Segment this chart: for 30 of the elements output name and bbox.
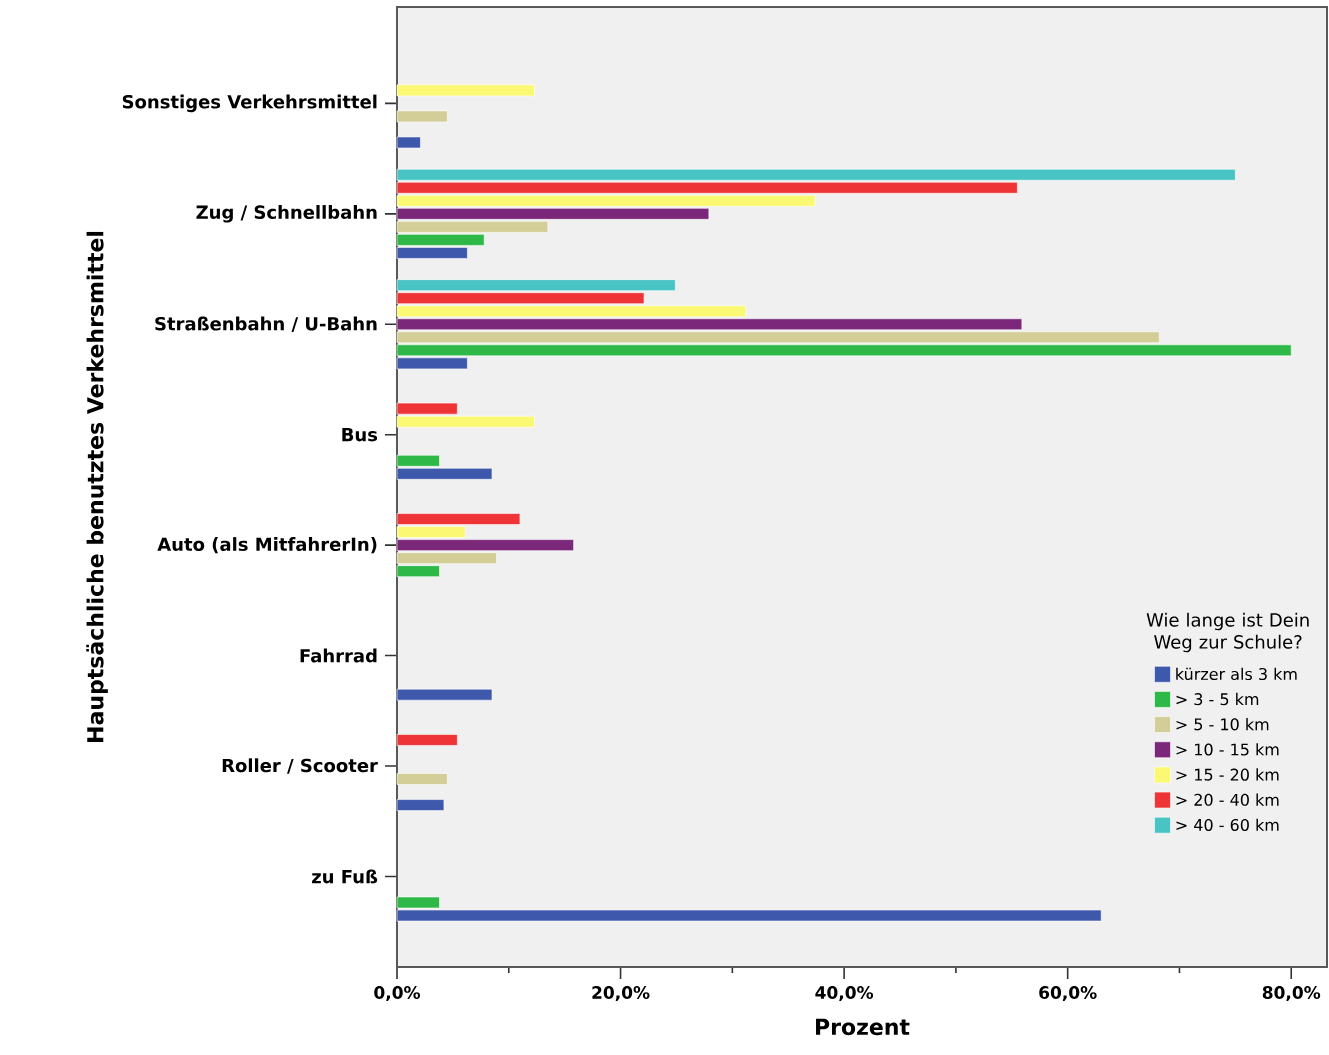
y-tick-label: Roller / Scooter [222,758,378,774]
y-tick-label: Fahrrad [300,648,377,663]
y-tick-label: Zug / Schnellbahn [196,205,377,223]
legend-label: > 3 - 5 km [1176,692,1259,706]
y-axis-title: Hauptsächliche benutztes Verkehrsmittel [86,231,108,742]
x-tick-label: 40,0% [815,986,874,1002]
legend-label: kürzer als 3 km [1176,667,1297,681]
y-tick-label: zu Fuß [312,869,378,884]
y-tick-label: Sonstiges Verkehrsmittel [122,94,377,113]
legend-title: Wie lange ist Dein Weg zur Schule? [1146,612,1309,653]
x-tick-label: 80,0% [1262,986,1321,1002]
legend-label: > 40 - 60 km [1176,818,1279,831]
bar [396,799,445,811]
x-tick-label: 20,0% [592,986,650,1002]
x-tick-label: 0,0% [374,986,421,1002]
x-tick-label: 60,0% [1039,986,1097,1002]
legend-label: > 5 - 10 km [1176,718,1269,731]
y-tick-label: Auto (als MitfahrerIn) [157,537,377,554]
bar [396,688,493,701]
y-tick-label: Straßenbahn / U-Bahn [155,316,377,332]
x-axis-title: Prozent [816,1018,910,1036]
y-tick-label: Bus [342,428,378,442]
bar [396,734,458,746]
legend-label: > 10 - 15 km [1176,743,1279,756]
bar [396,110,448,123]
legend-label: > 15 - 20 km [1176,768,1279,781]
legend-label: > 20 - 40 km [1176,793,1279,806]
bar [396,84,535,97]
bar [396,136,421,149]
bar [396,773,448,785]
